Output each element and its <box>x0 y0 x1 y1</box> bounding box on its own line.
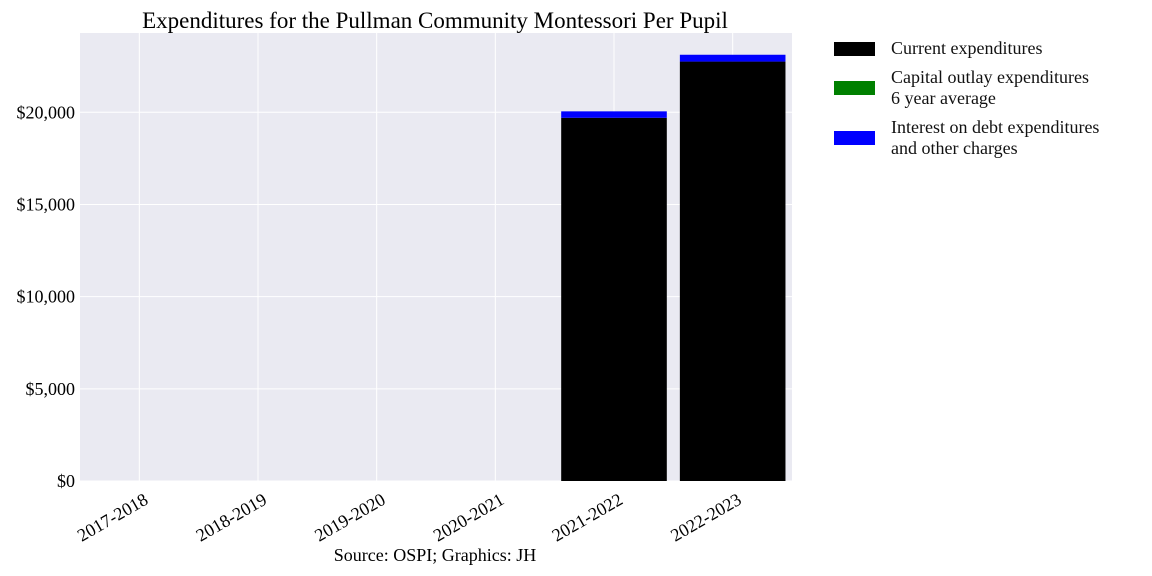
x-tick-label: 2019-2020 <box>311 489 389 545</box>
y-tick-label: $10,000 <box>17 287 76 307</box>
chart-title: Expenditures for the Pullman Community M… <box>142 8 728 33</box>
source-note: Source: OSPI; Graphics: JH <box>334 545 536 565</box>
x-axis: 2017-2018 2018-2019 2019-2020 2020-2021 2021… <box>74 489 745 545</box>
legend-swatch-capital <box>834 81 875 95</box>
legend-label: Interest on debt expenditures and other … <box>891 117 1100 158</box>
legend-item-capital: Capital outlay expenditures 6 year avera… <box>834 67 1144 109</box>
x-tick-label: 2021-2022 <box>548 489 626 545</box>
bar-2022-2023-series-0 <box>679 61 786 481</box>
legend-item-current: Current expenditures <box>834 38 1144 59</box>
legend: Current expenditures Capital outlay expe… <box>834 38 1144 167</box>
y-axis: $0 $5,000 $10,000 $15,000 $20,000 <box>17 102 76 491</box>
legend-item-interest: Interest on debt expenditures and other … <box>834 117 1144 159</box>
x-tick-label: 2020-2021 <box>430 489 508 545</box>
legend-swatch-current <box>834 41 875 56</box>
x-tick-label: 2017-2018 <box>74 489 152 545</box>
y-tick-label: $15,000 <box>17 194 76 214</box>
bar-2021-2022-series-0 <box>561 117 667 482</box>
x-tick-label: 2022-2023 <box>667 489 745 545</box>
legend-label: Capital outlay expenditures 6 year avera… <box>891 67 1089 108</box>
x-tick-label: 2018-2019 <box>192 489 270 545</box>
y-tick-label: $5,000 <box>26 379 76 399</box>
y-tick-label: $20,000 <box>17 102 76 122</box>
legend-swatch-interest <box>834 131 875 145</box>
plot-area <box>80 33 792 481</box>
bar-2022-2023-series-2 <box>679 54 786 62</box>
legend-label: Current expenditures <box>891 38 1043 58</box>
y-tick-label: $0 <box>57 471 75 491</box>
bar-2021-2022-series-2 <box>561 111 667 118</box>
bars <box>561 54 786 482</box>
